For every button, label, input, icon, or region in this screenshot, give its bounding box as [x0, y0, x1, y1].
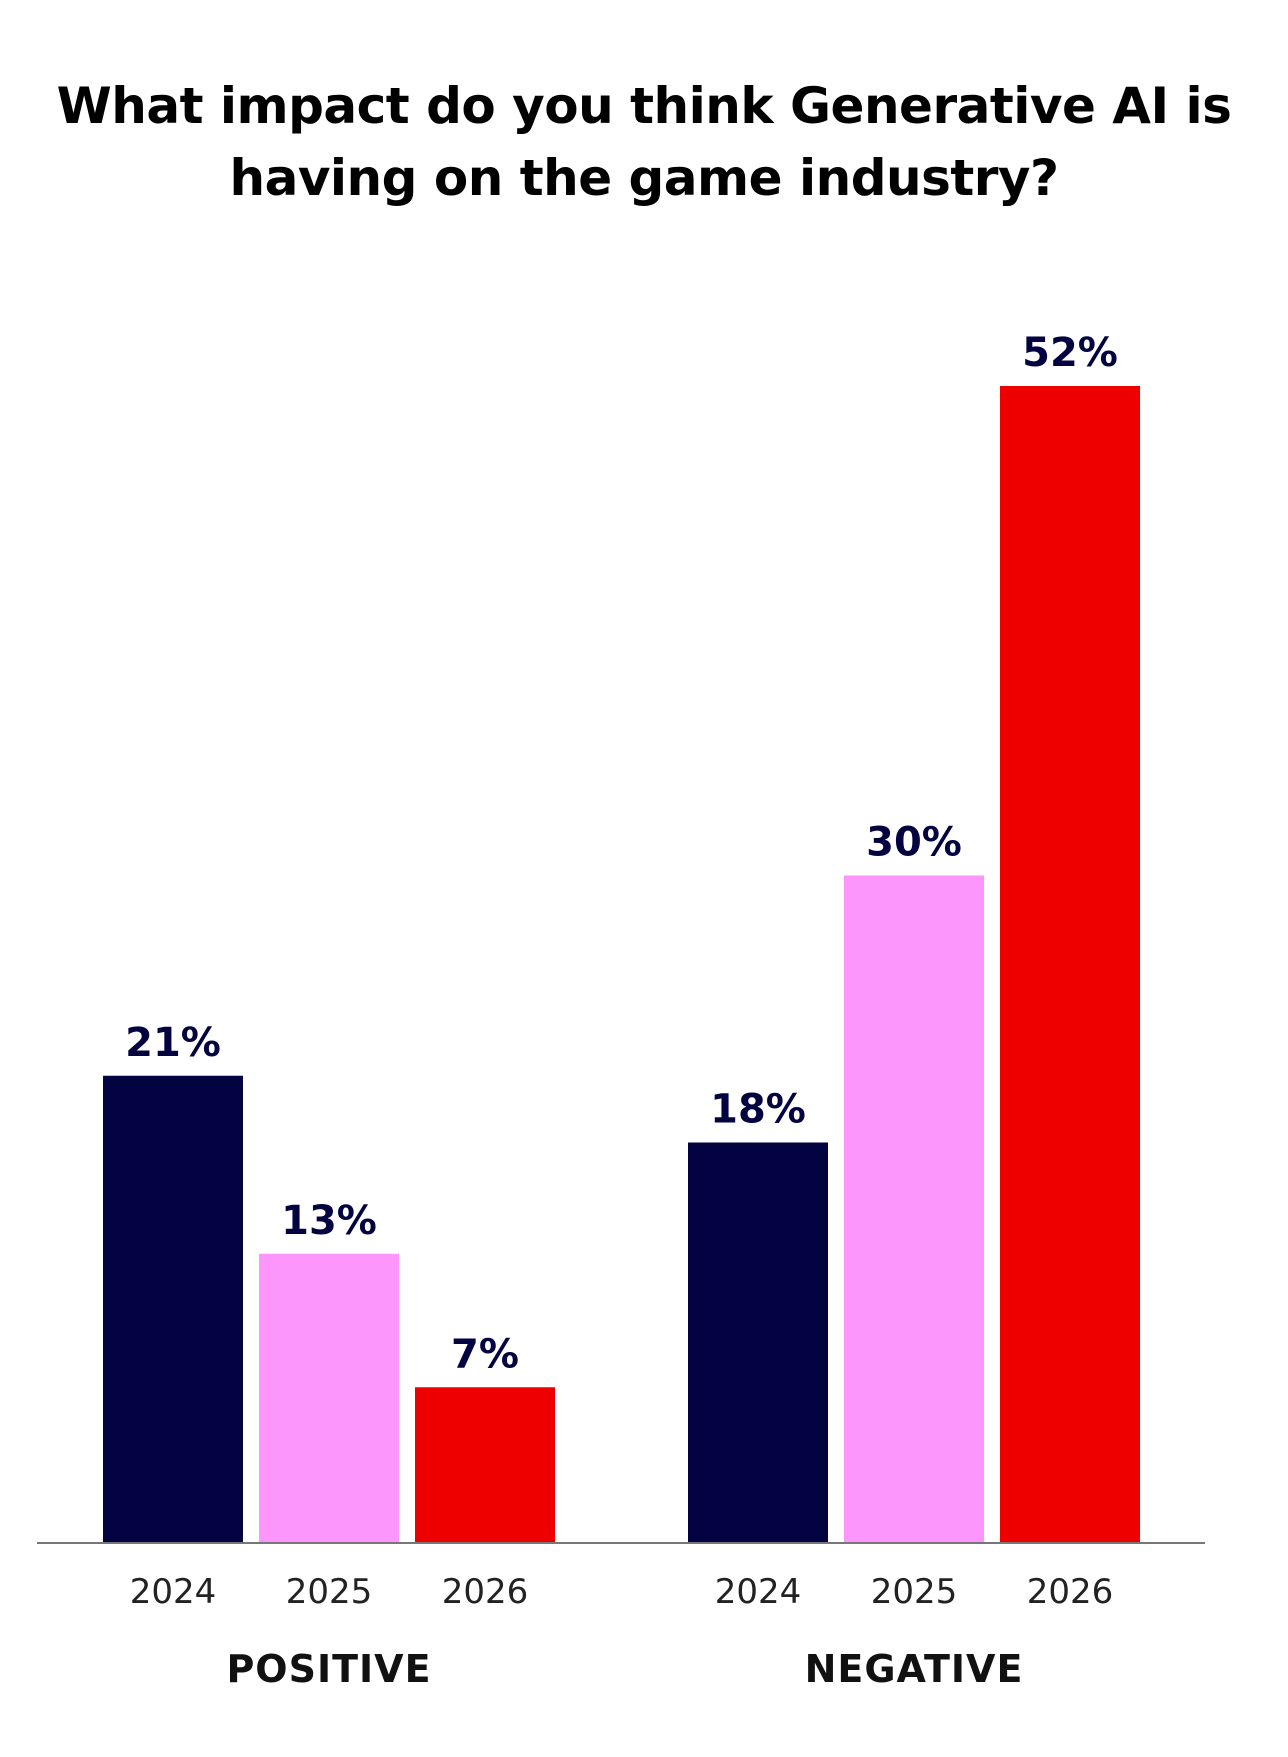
bar-positive-2026 [415, 1387, 555, 1543]
value-label-negative-2024: 18% [710, 1087, 806, 1133]
value-label-positive-2024: 21% [125, 1020, 221, 1066]
bar-positive-2025 [259, 1253, 399, 1543]
chart-title-line-2: having on the game industry? [229, 149, 1059, 207]
x-tick-label-negative-2026: 2026 [1027, 1572, 1114, 1612]
chart-title-line-1: What impact do you think Generative AI i… [56, 77, 1232, 135]
bar-negative-2025 [844, 875, 984, 1543]
labels-layer: 21% 2024 13% 2025 7% 2026 POSITIVE 18% 2024 30% 20… [125, 330, 1118, 1691]
bar-positive-2024 [103, 1075, 243, 1543]
group-label-negative: NEGATIVE [805, 1647, 1024, 1691]
x-tick-label-negative-2024: 2024 [715, 1572, 802, 1612]
bar-negative-2024 [688, 1142, 828, 1543]
x-tick-label-positive-2024: 2024 [130, 1572, 217, 1612]
group-label-positive: POSITIVE [226, 1647, 431, 1691]
value-label-negative-2025: 30% [866, 820, 962, 866]
bar-negative-2026 [1000, 386, 1140, 1543]
x-tick-label-negative-2025: 2025 [871, 1572, 958, 1612]
value-label-positive-2026: 7% [451, 1331, 519, 1377]
value-label-positive-2025: 13% [281, 1198, 377, 1244]
bars-layer [103, 386, 1140, 1543]
chart-title: What impact do you think Generative AI i… [0, 70, 1288, 214]
value-label-negative-2026: 52% [1022, 330, 1118, 376]
x-tick-label-positive-2025: 2025 [286, 1572, 373, 1612]
x-tick-label-positive-2026: 2026 [442, 1572, 529, 1612]
